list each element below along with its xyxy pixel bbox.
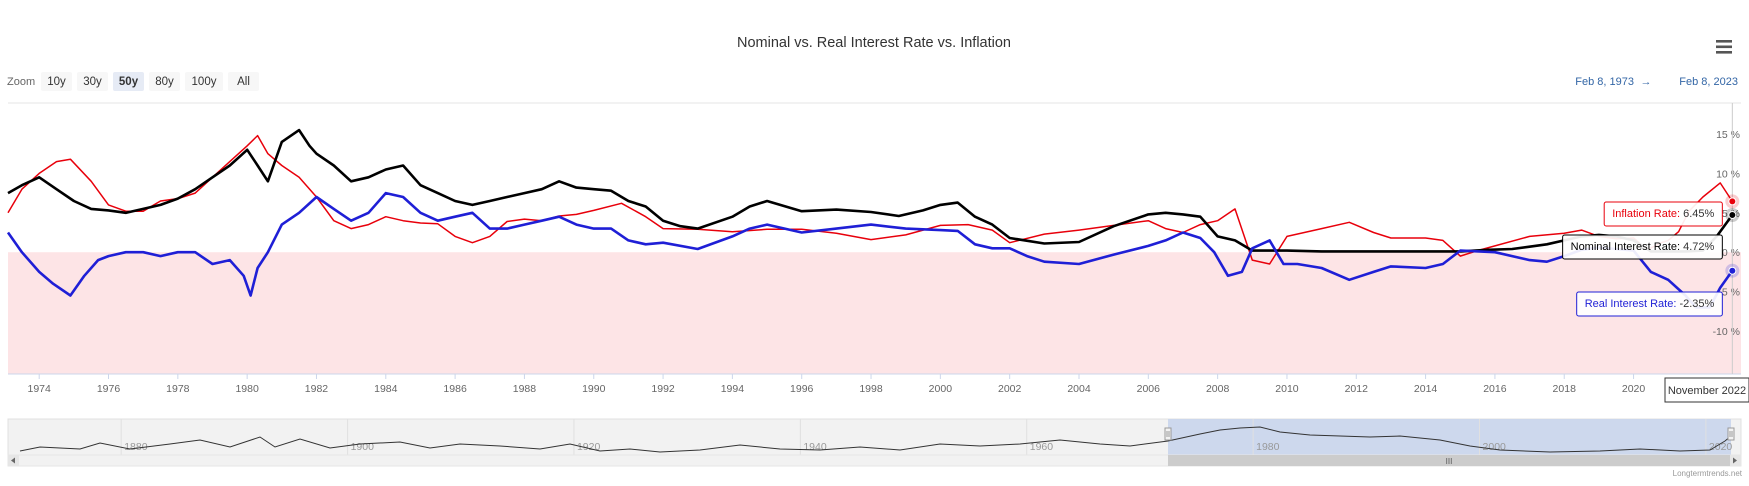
nominal-interest-ratemarker[interactable] <box>1728 211 1737 220</box>
navigator-series-line <box>19 426 1732 453</box>
x-tick-label: 1986 <box>443 383 467 395</box>
x-tick-label: 1980 <box>235 383 259 395</box>
x-tick-label: 1988 <box>513 383 537 395</box>
real-interest-rateline[interactable] <box>6 191 1734 309</box>
inflation-ratemarker[interactable] <box>1728 197 1737 206</box>
svg-text:Real Interest Rate: -2.35%: Real Interest Rate: -2.35% <box>1585 298 1715 310</box>
x-tick-label: 2000 <box>929 383 953 395</box>
x-tick-label: 1998 <box>859 383 883 395</box>
tooltip-label: Inflation Rate: <box>1612 208 1683 220</box>
zoom-button-label: 50y <box>119 76 139 88</box>
zoom-button-all[interactable]: All <box>228 72 259 91</box>
range-from[interactable]: Feb 8, 1973 <box>1575 76 1634 88</box>
inflation-rateline[interactable] <box>7 134 1733 265</box>
scroll-right-button[interactable] <box>1730 455 1741 466</box>
navigator-tick-label: 2000 <box>1483 441 1507 453</box>
y-tick-label: 0 % <box>1722 247 1740 259</box>
x-tick-label: 2006 <box>1137 383 1161 395</box>
navigator-tick-label: 1920 <box>577 441 601 453</box>
x-tick-label: 2010 <box>1275 383 1299 395</box>
y-tick-label: 10 % <box>1716 168 1740 180</box>
x-tick-label: 2004 <box>1067 383 1091 395</box>
crosshair-date-label: November 2022 <box>1664 377 1749 403</box>
x-tick-label: 1976 <box>97 383 121 395</box>
x-tick-label: 1994 <box>721 383 745 395</box>
zoom-button-label: 100y <box>192 76 217 88</box>
credit-link[interactable]: Longtermtrends.net <box>1673 469 1743 478</box>
series-markers <box>1725 194 1740 278</box>
zoom-button-label: 80y <box>155 76 174 88</box>
svg-text:Inflation Rate: 6.45%: Inflation Rate: 6.45% <box>1612 208 1714 220</box>
x-tick-label: 1984 <box>374 383 398 395</box>
svg-text:Nominal Interest Rate: 4.72%: Nominal Interest Rate: 4.72% <box>1571 241 1715 253</box>
tooltip-nominal-interest-rate: Nominal Interest Rate: 4.72% <box>1562 234 1723 260</box>
zoom-button-label: 30y <box>83 76 102 88</box>
tooltip-inflation-rate: Inflation Rate: 6.45% <box>1603 201 1723 227</box>
hamburger-menu-icon[interactable] <box>1716 40 1732 54</box>
tooltip-real-interest-rate: Real Interest Rate: -2.35% <box>1576 291 1723 317</box>
crosshair-date-text: November 2022 <box>1668 385 1746 397</box>
navigator-tick-label: 1960 <box>1030 441 1054 453</box>
navigator-tick-label: 1940 <box>803 441 827 453</box>
zoom-button-10y[interactable]: 10y <box>41 72 72 91</box>
range-to[interactable]: Feb 8, 2023 <box>1679 76 1738 88</box>
zoom-button-80y[interactable]: 80y <box>149 72 180 91</box>
tooltip-label: Nominal Interest Rate: <box>1571 241 1684 253</box>
x-tick-label: 2014 <box>1414 383 1438 395</box>
nominal-interest-rateline[interactable] <box>7 128 1734 253</box>
navigator-left-handle[interactable] <box>1164 427 1172 441</box>
navigator-tick-label: 1880 <box>124 441 148 453</box>
x-axis: 1974 1976 1978 1980 1982 1984 1986 1988 1990 1992… <box>8 373 1741 395</box>
x-tick-label: 1982 <box>305 383 329 395</box>
zoom-buttons: 10y 30y 50y 80y 100y All <box>41 72 259 91</box>
y-tick-label: -5 % <box>1718 287 1740 299</box>
x-tick-label: 2016 <box>1483 383 1507 395</box>
tooltip-value: -2.35% <box>1679 298 1714 310</box>
date-range: Feb 8, 1973 → Feb 8, 2023 <box>1575 76 1738 88</box>
navigator-tick-label: 1980 <box>1256 441 1280 453</box>
x-tick-label: 2002 <box>998 383 1022 395</box>
y-tick-label: -10 % <box>1713 326 1740 338</box>
tooltip-value: 4.72% <box>1683 241 1714 253</box>
zoom-button-50y[interactable]: 50y <box>113 72 144 91</box>
tooltip-value: 6.45% <box>1683 208 1714 220</box>
range-separator: → <box>1641 76 1652 88</box>
tooltip-label: Real Interest Rate: <box>1585 298 1680 310</box>
scrollbar-thumb[interactable] <box>1168 455 1731 466</box>
navigator-right-handle[interactable] <box>1727 427 1735 441</box>
real-interest-ratemarker[interactable] <box>1728 266 1737 275</box>
x-tick-label: 1990 <box>582 383 606 395</box>
tooltips: Inflation Rate: 6.45% Nominal Interest Ra… <box>1562 201 1723 317</box>
scrollbar-grip: III <box>1446 457 1453 466</box>
y-axis: 15 %10 %5 %0 %-5 %-10 % <box>1713 129 1740 338</box>
zoom-button-30y[interactable]: 30y <box>77 72 108 91</box>
zoom-button-label: 10y <box>47 76 66 88</box>
negative-rate-band <box>8 252 1741 374</box>
series-layer <box>6 128 1734 309</box>
x-tick-label: 1996 <box>790 383 814 395</box>
navigator-tick-label: 2020 <box>1709 441 1733 453</box>
zoom-label: Zoom <box>7 76 35 88</box>
scroll-left-button[interactable] <box>8 455 19 466</box>
chart-title: Nominal vs. Real Interest Rate vs. Infla… <box>737 35 1011 51</box>
x-tick-label: 1992 <box>651 383 675 395</box>
x-tick-label: 1974 <box>28 383 52 395</box>
zoom-button-label: All <box>237 76 250 88</box>
x-tick-label: 1978 <box>166 383 190 395</box>
zoom-button-100y[interactable]: 100y <box>185 72 223 91</box>
chevron-right-icon <box>1733 457 1737 464</box>
y-tick-label: 15 % <box>1716 129 1740 141</box>
x-tick-label: 2018 <box>1553 383 1577 395</box>
x-tick-label: 2012 <box>1345 383 1369 395</box>
chevron-left-icon <box>11 457 15 464</box>
navigator-tick-label: 1900 <box>351 441 375 453</box>
x-tick-label: 2008 <box>1206 383 1230 395</box>
scrollbar[interactable]: III <box>7 454 1742 467</box>
x-tick-label: 2020 <box>1622 383 1646 395</box>
navigator[interactable]: 1880 1900 1920 1940 1960 1980 2000 2020 <box>7 418 1742 456</box>
